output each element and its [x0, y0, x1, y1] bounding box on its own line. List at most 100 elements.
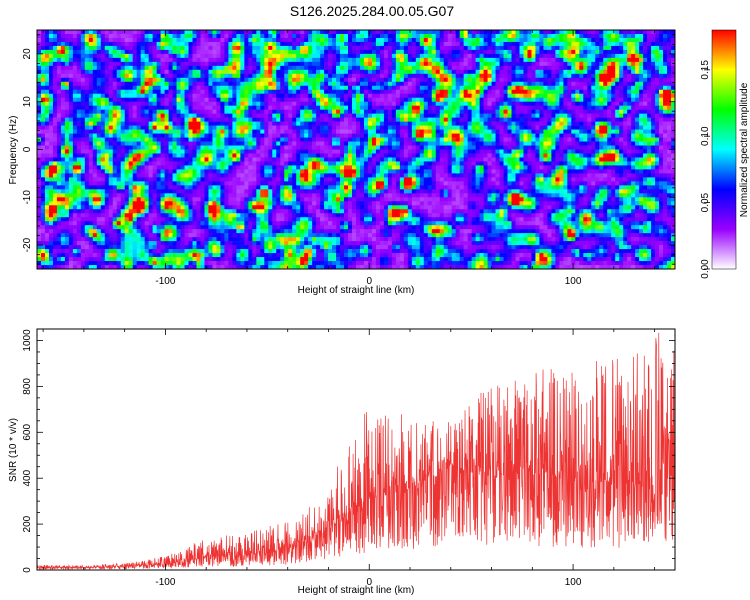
heatmap-cell — [619, 137, 624, 142]
heatmap-cell — [228, 57, 233, 63]
heatmap-cell — [531, 45, 536, 51]
heatmap-cell — [571, 69, 576, 75]
heatmap-cell — [152, 77, 157, 83]
heatmap-cell — [84, 49, 90, 55]
heatmap-cell — [172, 73, 177, 79]
heatmap-cell — [40, 109, 46, 114]
heatmap-cell — [260, 77, 265, 83]
heatmap-cell — [356, 129, 361, 134]
heatmap-cell — [371, 30, 377, 35]
heatmap-cell — [375, 97, 381, 102]
heatmap-cell — [379, 81, 385, 87]
heatmap-cell — [411, 105, 417, 110]
heatmap-cell — [84, 129, 90, 134]
heatmap-cell — [519, 65, 524, 71]
heatmap-cell — [367, 65, 373, 71]
heatmap-cell — [44, 117, 50, 122]
heatmap-cell — [663, 117, 668, 122]
heatmap-cell — [308, 97, 313, 102]
heatmap-cell — [88, 101, 94, 106]
heatmap-cell — [244, 133, 249, 138]
heatmap-cell — [84, 41, 90, 47]
heatmap-cell — [631, 49, 636, 55]
heatmap-cell — [499, 97, 504, 102]
heatmap-cell — [471, 77, 476, 83]
heatmap-cell — [383, 85, 389, 91]
heatmap-cell — [503, 53, 508, 59]
heatmap-cell — [64, 33, 70, 39]
heatmap-cell — [423, 121, 429, 126]
heatmap-cell — [367, 137, 373, 142]
heatmap-cell — [383, 77, 389, 83]
heatmap-cell — [164, 153, 169, 158]
heatmap-cell — [627, 57, 632, 63]
heatmap-cell — [359, 85, 365, 91]
heatmap-cell — [260, 85, 265, 91]
heatmap-cell — [547, 30, 552, 35]
heatmap-cell — [220, 81, 225, 87]
heatmap-cell — [152, 45, 157, 51]
heatmap-cell — [92, 133, 98, 138]
heatmap-cell — [232, 45, 237, 51]
heatmap-cell — [483, 105, 488, 110]
heatmap-cell — [475, 113, 480, 118]
heatmap-cell — [128, 145, 133, 150]
heatmap-cell — [551, 30, 556, 35]
heatmap-cell — [467, 141, 472, 146]
heatmap-cell — [487, 57, 492, 63]
heatmap-cell — [352, 30, 357, 35]
heatmap-cell — [671, 133, 675, 138]
heatmap-cell — [667, 33, 672, 39]
heatmap-cell — [371, 81, 377, 87]
heatmap-cell — [475, 45, 480, 51]
heatmap-cell — [164, 73, 169, 79]
heatmap-cell — [352, 73, 357, 79]
heatmap-cell — [264, 89, 269, 95]
heatmap-cell — [543, 101, 548, 106]
heatmap-cell — [631, 117, 636, 122]
heatmap-cell — [276, 41, 281, 47]
heatmap-cell — [200, 97, 205, 102]
heatmap-cell — [363, 57, 369, 63]
heatmap-cell — [647, 69, 652, 75]
heatmap-cell — [156, 57, 161, 63]
heatmap-cell — [359, 30, 365, 35]
heatmap-cell — [240, 57, 245, 63]
heatmap-cell — [64, 109, 70, 114]
heatmap-cell — [276, 57, 281, 63]
heatmap-cell — [80, 65, 86, 71]
heatmap-cell — [120, 45, 126, 51]
heatmap-cell — [443, 41, 449, 47]
heatmap-cell — [375, 33, 381, 39]
heatmap-cell — [435, 129, 441, 134]
heatmap-cell — [160, 61, 165, 67]
heatmap-cell — [519, 133, 524, 138]
heatmap-cell — [132, 73, 137, 79]
heatmap-cell — [164, 137, 169, 142]
heatmap-cell — [320, 133, 325, 138]
heatmap-cell — [607, 97, 612, 102]
heatmap-cell — [447, 85, 452, 91]
heatmap-cell — [152, 105, 157, 110]
heatmap-cell — [48, 85, 54, 91]
heatmap-cell — [76, 53, 82, 59]
heatmap-cell — [108, 53, 114, 59]
heatmap-cell — [559, 97, 564, 102]
heatmap-cell — [539, 141, 544, 146]
heatmap-cell — [104, 53, 110, 59]
heatmap-cell — [523, 61, 528, 67]
heatmap-cell — [224, 117, 229, 122]
heatmap-cell — [108, 69, 114, 75]
heatmap-cell — [375, 65, 381, 71]
heatmap-cell — [611, 121, 616, 126]
heatmap-cell — [304, 145, 309, 150]
heatmap-cell — [527, 149, 532, 154]
heatmap-cell — [519, 97, 524, 102]
heatmap-cell — [280, 97, 285, 102]
heatmap-cell — [607, 141, 612, 146]
heatmap-cell — [407, 53, 413, 59]
heatmap-cell — [635, 117, 640, 122]
heatmap-cell — [72, 89, 78, 95]
heatmap-cell — [635, 53, 640, 59]
heatmap-cell — [76, 69, 82, 75]
